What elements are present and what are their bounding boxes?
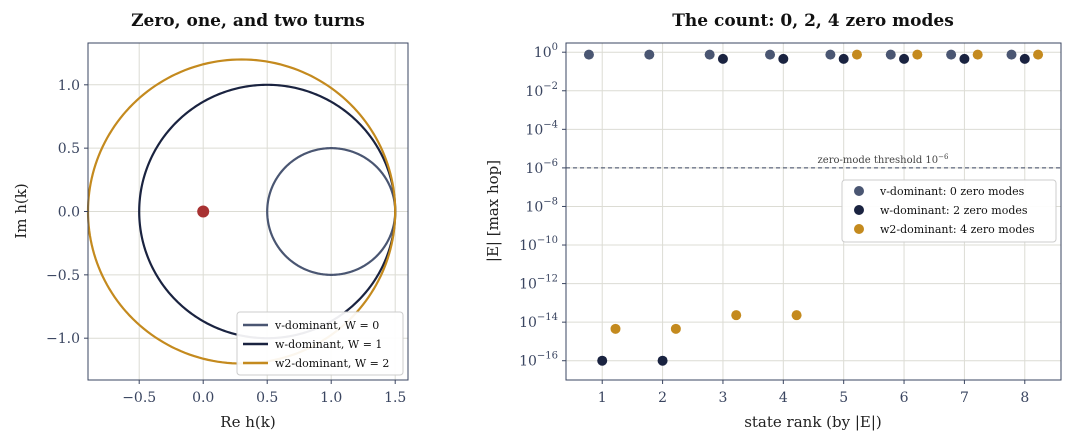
right-points xyxy=(583,49,1044,366)
point-s1-1 xyxy=(657,355,668,366)
point-s2-4 xyxy=(851,49,862,60)
curve-2 xyxy=(86,58,397,365)
left-y-tick-label: 0.5 xyxy=(58,141,80,157)
right-y-tick-label: 10−4 xyxy=(525,119,558,138)
right-legend-label: w2-dominant: 4 zero modes xyxy=(880,223,1035,236)
point-s0-0 xyxy=(583,49,594,60)
right-title: The count: 0, 2, 4 zero modes xyxy=(672,11,954,31)
right-legend-box xyxy=(841,179,1057,243)
left-x-axis-label: Re h(k) xyxy=(220,413,275,431)
point-s2-0 xyxy=(610,323,621,334)
point-s1-6 xyxy=(959,53,970,64)
point-s0-4 xyxy=(825,49,836,60)
left-legend-label: v-dominant, W = 0 xyxy=(274,319,379,332)
left-x-tick-label: 1.5 xyxy=(384,390,406,406)
right-legend-marker xyxy=(854,224,864,234)
right-x-tick-label: 6 xyxy=(900,390,909,406)
curve-0 xyxy=(266,147,397,276)
right-y-tick-label: 10−8 xyxy=(525,196,558,215)
right-legend-marker xyxy=(854,186,864,196)
point-s0-7 xyxy=(1006,49,1017,60)
right-plot-frame xyxy=(565,42,1062,381)
right-legend-label: v-dominant: 0 zero modes xyxy=(879,185,1025,198)
right-y-tick-label: 100 xyxy=(534,42,558,61)
point-s2-5 xyxy=(912,49,923,60)
left-y-tick-label: −1.0 xyxy=(46,331,80,347)
right-y-tick-label: 10−10 xyxy=(519,235,558,254)
left-legend-label: w-dominant, W = 1 xyxy=(275,338,382,351)
right-legend-label: w-dominant: 2 zero modes xyxy=(880,204,1028,217)
right-legend: v-dominant: 0 zero modes w-dominant: 2 ze… xyxy=(841,179,1057,243)
right-y-axis-label: |E| [max hop] xyxy=(484,160,502,262)
point-s1-3 xyxy=(778,53,789,64)
left-y-tick-label: 0.0 xyxy=(58,205,80,221)
point-s1-5 xyxy=(899,53,910,64)
right-y-tick-label: 10−16 xyxy=(519,351,558,370)
right-x-tick-label: 5 xyxy=(839,390,848,406)
point-s0-2 xyxy=(704,49,715,60)
right-x-axis-label: state rank (by |E|) xyxy=(744,413,882,431)
point-s1-7 xyxy=(1019,53,1030,64)
point-s2-7 xyxy=(1033,49,1044,60)
left-x-tick-label: 0.5 xyxy=(256,390,278,406)
left-title: Zero, one, and two turns xyxy=(131,11,365,31)
point-s2-3 xyxy=(791,310,802,321)
zero-mode-panel: The count: 0, 2, 4 zero modes zero-mode … xyxy=(484,11,1062,431)
left-x-tick-label: −0.5 xyxy=(122,390,156,406)
right-y-tick-label: 10−14 xyxy=(519,312,558,331)
left-x-ticks: −0.5 0.0 0.5 1.0 1.5 xyxy=(122,380,406,406)
point-s1-0 xyxy=(597,355,608,366)
right-y-tick-label: 10−12 xyxy=(519,274,558,293)
left-y-tick-label: −0.5 xyxy=(46,268,80,284)
right-y-ticks: 100 10−2 10−4 10−6 10−8 10−10 10−12 10−14 10−16 xyxy=(519,42,566,370)
point-s1-4 xyxy=(838,53,849,64)
right-x-ticks: 1 2 3 4 5 6 7 8 xyxy=(598,380,1029,406)
point-s2-2 xyxy=(731,310,742,321)
right-legend-marker xyxy=(854,205,864,215)
threshold-label: zero-mode threshold 10−6 xyxy=(818,153,949,166)
point-s0-5 xyxy=(885,49,896,60)
right-x-tick-label: 4 xyxy=(779,390,788,406)
point-s0-1 xyxy=(644,49,655,60)
left-legend-label: w2-dominant, W = 2 xyxy=(275,357,389,370)
left-x-tick-label: 0.0 xyxy=(192,390,214,406)
right-y-tick-label: 10−6 xyxy=(525,158,558,177)
right-x-tick-label: 3 xyxy=(718,390,727,406)
origin-marker xyxy=(197,205,210,218)
winding-panel: Zero, one, and two turns −0.5 0.0 0.5 1.0 1.… xyxy=(12,11,409,431)
right-x-tick-label: 8 xyxy=(1020,390,1029,406)
left-y-axis-label: Im h(k) xyxy=(12,183,30,238)
point-s1-2 xyxy=(717,53,728,64)
right-x-tick-label: 7 xyxy=(960,390,969,406)
left-x-tick-label: 1.0 xyxy=(320,390,342,406)
left-legend-box xyxy=(236,311,404,376)
point-s2-6 xyxy=(972,49,983,60)
left-y-tick-label: 1.0 xyxy=(58,78,80,94)
right-y-tick-label: 10−2 xyxy=(525,81,558,100)
point-s2-1 xyxy=(670,323,681,334)
right-x-tick-label: 2 xyxy=(658,390,667,406)
left-y-ticks: −1.0 −0.5 0.0 0.5 1.0 xyxy=(46,78,88,347)
left-legend: v-dominant, W = 0 w-dominant, W = 1 w2-dom… xyxy=(236,311,404,376)
right-x-tick-label: 1 xyxy=(598,390,607,406)
point-s0-3 xyxy=(765,49,776,60)
point-s0-6 xyxy=(946,49,957,60)
